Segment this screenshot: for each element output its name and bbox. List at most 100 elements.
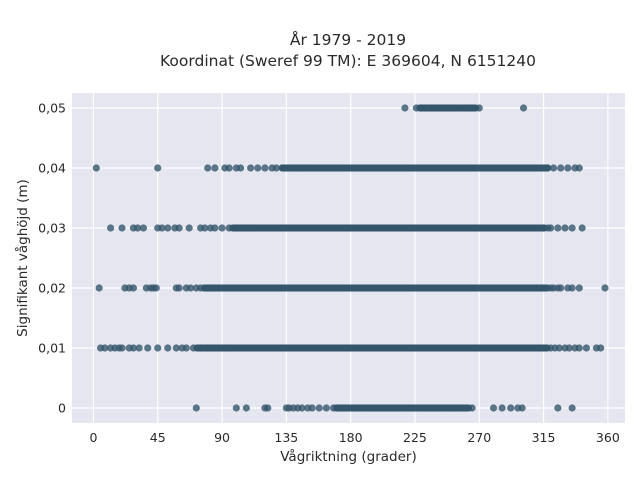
- x-axis-label: Vågriktning (grader): [280, 448, 417, 465]
- data-point-4-18: [304, 164, 312, 172]
- data-point-3-25: [568, 224, 576, 232]
- x-tick-label: 225: [403, 430, 427, 445]
- data-point-1-8: [135, 344, 143, 352]
- data-point-3-24: [561, 224, 569, 232]
- data-point-0-4: [264, 404, 272, 412]
- data-point-3-16: [225, 224, 233, 232]
- data-point-0-11: [308, 404, 316, 412]
- data-point-0-19: [354, 404, 362, 412]
- data-point-0-20: [359, 404, 368, 412]
- dense-points-band-3: [229, 224, 548, 232]
- data-point-1-7: [129, 344, 138, 352]
- data-point-0-44: [518, 404, 526, 412]
- data-point-1-9: [144, 344, 152, 352]
- data-point-4-12: [272, 164, 280, 172]
- data-point-2-25: [568, 284, 576, 292]
- data-point-0-24: [382, 404, 390, 412]
- data-point-1-11: [164, 344, 172, 352]
- data-point-0-13: [322, 404, 330, 412]
- plot-area: [72, 93, 625, 423]
- data-point-0-28: [405, 404, 413, 412]
- data-point-0-12: [315, 404, 323, 412]
- data-point-4-2: [204, 164, 212, 172]
- data-point-4-17: [297, 164, 305, 172]
- data-point-0-30: [417, 404, 425, 412]
- data-point-0-39: [468, 404, 476, 412]
- chart-title: År 1979 - 2019 Koordinat (Sweref 99 TM):…: [160, 30, 536, 70]
- data-point-4-9: [254, 164, 262, 172]
- data-point-1-24: [555, 344, 563, 352]
- y-tick-label: 0,05: [38, 101, 66, 116]
- data-point-2-26: [575, 284, 583, 292]
- data-point-0-29: [411, 404, 419, 412]
- data-point-5-12: [475, 104, 483, 112]
- data-point-3-12: [201, 224, 209, 232]
- data-point-0-38: [462, 404, 470, 412]
- data-point-4-20: [549, 164, 558, 172]
- x-tick-label: 180: [339, 430, 363, 445]
- data-point-0-33: [434, 404, 442, 412]
- data-point-4-1: [154, 164, 162, 172]
- y-tick-label: 0: [58, 401, 66, 416]
- data-point-4-21: [557, 164, 565, 172]
- data-point-4-7: [237, 164, 245, 172]
- x-tick-label: 135: [274, 430, 298, 445]
- data-point-4-3: [211, 164, 219, 172]
- data-point-0-22: [371, 404, 379, 412]
- data-point-0-27: [399, 404, 408, 412]
- data-point-0-36: [451, 404, 459, 412]
- data-point-3-1: [118, 224, 126, 232]
- data-point-3-6: [158, 224, 166, 232]
- data-point-2-7: [152, 284, 160, 292]
- data-point-1-26: [565, 344, 573, 352]
- data-point-2-14: [201, 284, 209, 292]
- data-point-5-8: [448, 104, 456, 112]
- data-point-3-15: [218, 224, 226, 232]
- x-tick-label: 45: [150, 430, 166, 445]
- data-point-2-19: [539, 284, 548, 292]
- y-tick-labels: 0 0,01 0,02 0,03 0,04 0,05: [38, 101, 66, 416]
- data-point-0-31: [422, 404, 430, 412]
- data-point-4-10: [261, 164, 269, 172]
- x-tick-labels: 0 45 90 135 180 225 270 315 360: [89, 430, 619, 445]
- data-point-1-15: [189, 344, 198, 352]
- data-point-0-25: [388, 404, 396, 412]
- y-tick-label: 0,03: [38, 221, 66, 236]
- x-tick-label: 0: [89, 430, 97, 445]
- chart-title-line1: År 1979 - 2019: [290, 30, 406, 49]
- data-point-1-1: [101, 344, 109, 352]
- data-point-0-1: [232, 404, 240, 412]
- data-point-3-22: [547, 224, 555, 232]
- data-point-5-0: [401, 104, 409, 112]
- data-point-4-22: [564, 164, 572, 172]
- dense-points-band-4: [279, 164, 551, 172]
- data-point-2-11: [187, 284, 195, 292]
- data-point-0-37: [457, 404, 465, 412]
- data-point-3-18: [241, 224, 249, 232]
- data-point-0-46: [568, 404, 576, 412]
- data-point-3-23: [554, 224, 562, 232]
- data-point-1-21: [225, 344, 233, 352]
- data-point-4-0: [92, 164, 100, 172]
- data-point-0-9: [298, 404, 306, 412]
- x-tick-label: 315: [532, 430, 556, 445]
- data-point-1-28: [575, 344, 583, 352]
- y-tick-label: 0,02: [38, 281, 66, 296]
- data-point-2-17: [215, 284, 223, 292]
- y-tick-label: 0,01: [38, 341, 66, 356]
- chart-title-line2: Koordinat (Sweref 99 TM): E 369604, N 61…: [160, 52, 536, 70]
- data-point-0-23: [377, 404, 385, 412]
- data-point-5-9: [455, 104, 463, 112]
- data-point-3-17: [232, 224, 240, 232]
- data-point-1-16: [197, 344, 205, 352]
- data-points: [92, 104, 609, 412]
- data-point-2-9: [175, 284, 183, 292]
- data-point-5-3: [421, 104, 429, 112]
- data-point-0-41: [498, 404, 506, 412]
- data-point-1-14: [182, 344, 190, 352]
- y-tick-label: 0,04: [38, 161, 66, 176]
- data-point-3-7: [164, 224, 172, 232]
- data-point-0-34: [439, 404, 448, 412]
- y-axis-label: Signifikant våghöjd (m): [14, 179, 31, 337]
